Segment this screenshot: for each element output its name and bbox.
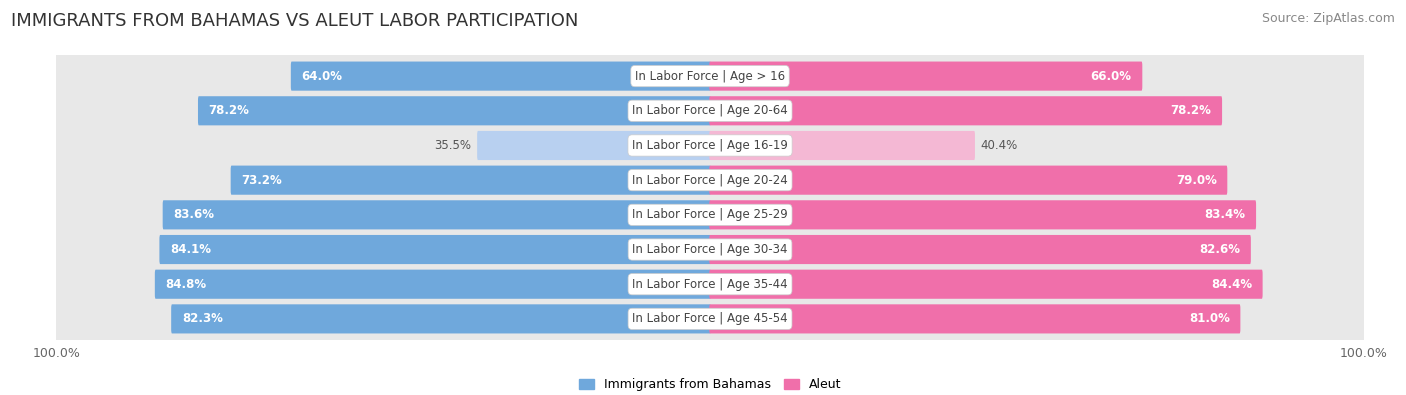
Text: In Labor Force | Age 35-44: In Labor Force | Age 35-44 <box>633 278 787 291</box>
Text: 35.5%: 35.5% <box>434 139 471 152</box>
Text: 64.0%: 64.0% <box>301 70 343 83</box>
FancyBboxPatch shape <box>709 235 1251 264</box>
Text: 82.3%: 82.3% <box>181 312 222 325</box>
FancyBboxPatch shape <box>55 155 1365 205</box>
FancyBboxPatch shape <box>159 235 711 264</box>
Text: 82.6%: 82.6% <box>1199 243 1240 256</box>
Text: In Labor Force | Age 16-19: In Labor Force | Age 16-19 <box>633 139 787 152</box>
Text: 78.2%: 78.2% <box>1171 104 1212 117</box>
FancyBboxPatch shape <box>709 270 1263 299</box>
FancyBboxPatch shape <box>709 62 1142 91</box>
Text: In Labor Force | Age > 16: In Labor Force | Age > 16 <box>636 70 785 83</box>
Text: 84.1%: 84.1% <box>170 243 211 256</box>
FancyBboxPatch shape <box>709 304 1240 333</box>
FancyBboxPatch shape <box>198 96 711 125</box>
FancyBboxPatch shape <box>163 200 711 229</box>
FancyBboxPatch shape <box>477 131 711 160</box>
FancyBboxPatch shape <box>172 304 711 333</box>
Text: In Labor Force | Age 20-24: In Labor Force | Age 20-24 <box>633 174 787 187</box>
Text: 84.8%: 84.8% <box>166 278 207 291</box>
Text: 73.2%: 73.2% <box>242 174 283 187</box>
FancyBboxPatch shape <box>709 166 1227 195</box>
Text: 79.0%: 79.0% <box>1175 174 1216 187</box>
FancyBboxPatch shape <box>55 259 1365 309</box>
Text: In Labor Force | Age 45-54: In Labor Force | Age 45-54 <box>633 312 787 325</box>
Text: 78.2%: 78.2% <box>208 104 249 117</box>
Text: IMMIGRANTS FROM BAHAMAS VS ALEUT LABOR PARTICIPATION: IMMIGRANTS FROM BAHAMAS VS ALEUT LABOR P… <box>11 12 579 30</box>
Text: 40.4%: 40.4% <box>981 139 1018 152</box>
FancyBboxPatch shape <box>709 96 1222 125</box>
FancyBboxPatch shape <box>231 166 711 195</box>
FancyBboxPatch shape <box>55 51 1365 101</box>
Text: In Labor Force | Age 25-29: In Labor Force | Age 25-29 <box>633 208 787 221</box>
FancyBboxPatch shape <box>55 120 1365 171</box>
FancyBboxPatch shape <box>709 131 974 160</box>
FancyBboxPatch shape <box>55 86 1365 136</box>
Text: 83.4%: 83.4% <box>1205 208 1246 221</box>
Text: 81.0%: 81.0% <box>1189 312 1230 325</box>
Text: 83.6%: 83.6% <box>173 208 214 221</box>
FancyBboxPatch shape <box>55 294 1365 344</box>
FancyBboxPatch shape <box>55 224 1365 275</box>
FancyBboxPatch shape <box>55 190 1365 240</box>
FancyBboxPatch shape <box>709 200 1256 229</box>
Text: In Labor Force | Age 30-34: In Labor Force | Age 30-34 <box>633 243 787 256</box>
Text: 84.4%: 84.4% <box>1211 278 1251 291</box>
FancyBboxPatch shape <box>155 270 711 299</box>
Legend: Immigrants from Bahamas, Aleut: Immigrants from Bahamas, Aleut <box>574 373 846 395</box>
Text: 66.0%: 66.0% <box>1091 70 1132 83</box>
FancyBboxPatch shape <box>291 62 711 91</box>
Text: Source: ZipAtlas.com: Source: ZipAtlas.com <box>1261 12 1395 25</box>
Text: In Labor Force | Age 20-64: In Labor Force | Age 20-64 <box>633 104 787 117</box>
